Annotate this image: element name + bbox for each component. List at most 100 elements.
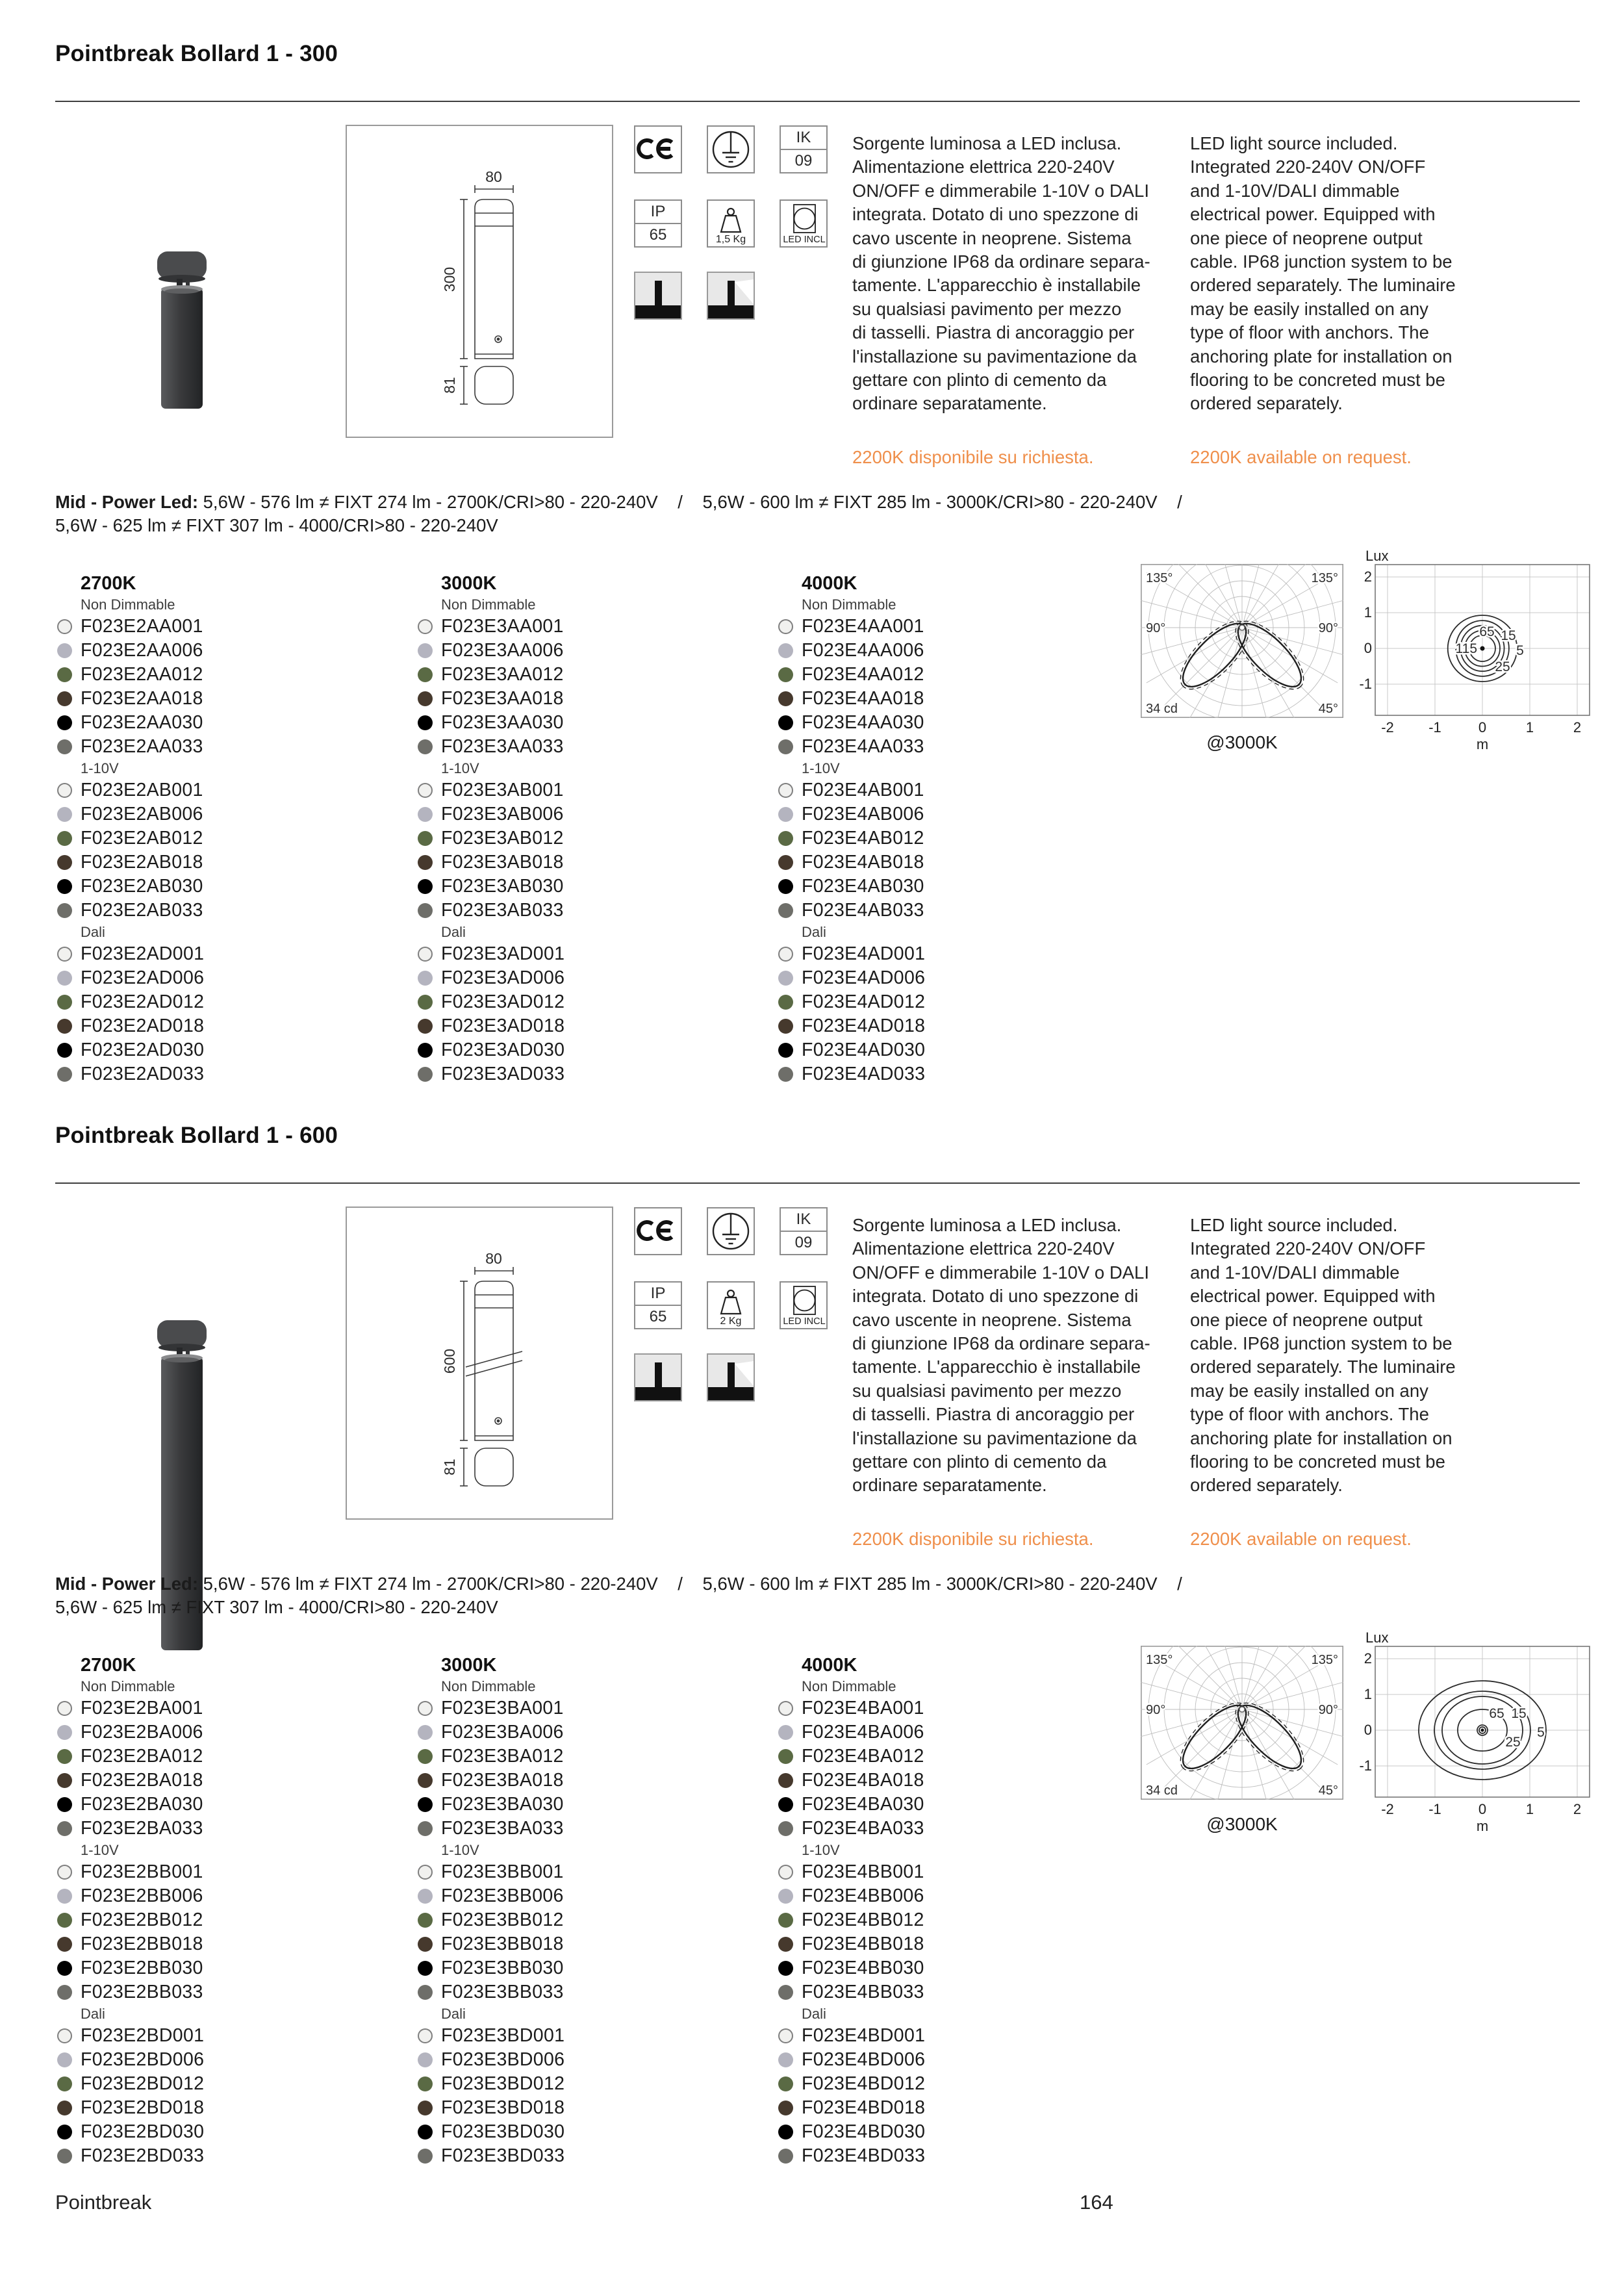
product-code-row: F023E3BD006: [418, 2048, 755, 2072]
bollard-cap: [157, 251, 207, 279]
finish-dot-anthracite: [418, 903, 433, 918]
product-code-row: F023E2AD018: [57, 1014, 395, 1038]
text-line: Alimentazione elettrica 220-240V: [852, 157, 1115, 177]
product-code-row: F023E4BB018: [778, 1932, 1116, 1956]
lux-ytick: -1: [1359, 1757, 1372, 1774]
product-code: F023E2BD006: [81, 2049, 205, 2070]
product-code: F023E3AD001: [441, 943, 565, 964]
technical-drawing: 80 600 81: [441, 1250, 523, 1487]
group-label: Non Dimmable: [441, 596, 536, 613]
product-code-row: F023E2BD012: [57, 2072, 395, 2096]
product-code: F023E2AD030: [81, 1040, 205, 1060]
text-line: may be easily installed on any: [1190, 1380, 1428, 1401]
finish-dot-black: [418, 715, 433, 730]
product-code-row: F023E4BD030: [778, 2120, 1116, 2144]
weight-icon: 1,5 Kg: [707, 199, 755, 248]
product-code: F023E4BD001: [802, 2025, 926, 2046]
product-code-row: F023E4AD030: [778, 1038, 1116, 1062]
lux-ytick: 2: [1364, 1650, 1372, 1667]
product-code: F023E4BA006: [802, 1722, 924, 1743]
group-label: Dali: [81, 2006, 105, 2022]
column-header: 4000K: [802, 1655, 857, 1676]
product-code: F023E2BD001: [81, 2025, 205, 2046]
product-code-row: F023E4BB006: [778, 1884, 1116, 1908]
lux-ytick: 1: [1364, 1686, 1372, 1702]
finish-dot-green: [57, 1913, 72, 1928]
product-code: F023E3BD006: [441, 2049, 565, 2070]
product-code: F023E3AD018: [441, 1016, 565, 1036]
finish-dot-white: [778, 1701, 793, 1716]
product-code-row: F023E2BB012: [57, 1908, 395, 1932]
product-code: F023E3AD012: [441, 991, 565, 1012]
finish-dot-green: [778, 1749, 793, 1764]
finish-dot-white: [57, 783, 72, 798]
product-code-row: F023E2AA018: [57, 687, 395, 711]
finish-dot-white: [418, 783, 433, 798]
polar-label-90-left: 90°: [1146, 1703, 1165, 1717]
product-code-row: F023E3AA033: [418, 735, 755, 759]
product-code-row: F023E3BA030: [418, 1793, 755, 1817]
product-code-row: F023E4AB012: [778, 826, 1116, 850]
product-code-row: F023E2AD030: [57, 1038, 395, 1062]
product-code: F023E3AA006: [441, 640, 564, 661]
text-line: tamente. L'apparecchio è installabile: [852, 275, 1141, 296]
polar-caption: @3000K: [1206, 1814, 1278, 1834]
ip-rating-icon: IP 65: [634, 1281, 682, 1329]
dim-base-label: 81: [441, 1459, 458, 1476]
product-code: F023E2BD012: [81, 2073, 205, 2094]
product-code: F023E3BB001: [441, 1861, 564, 1882]
note-english: 2200K available on request.: [1190, 1529, 1412, 1549]
text-line: and 1-10V/DALI dimmable: [1190, 1262, 1400, 1283]
led-label: LED INCL: [783, 1316, 825, 1327]
text-line: di giunzione IP68 da ordinare separa-: [852, 251, 1150, 272]
product-code-row: F023E2AA001: [57, 615, 395, 639]
product-code-row: F023E3AB018: [418, 850, 755, 875]
product-code-row: F023E4BB030: [778, 1956, 1116, 1980]
bollard-light-pictogram-icon: [707, 272, 755, 320]
product-code: F023E4BD033: [802, 2145, 926, 2166]
product-code: F023E4BA018: [802, 1770, 924, 1791]
product-code-row: F023E4BA012: [778, 1744, 1116, 1769]
product-code-row: F023E2AA033: [57, 735, 395, 759]
ce-icon: [634, 1207, 682, 1255]
product-code: F023E2AA018: [81, 688, 203, 709]
product-code: F023E2AB012: [81, 828, 203, 849]
section-bollard-300: Pointbreak Bollard 1 - 300 80: [0, 36, 1624, 1118]
lux-xtick: 2: [1573, 1801, 1581, 1817]
product-code-row: F023E4AA030: [778, 711, 1116, 735]
product-code: F023E3BB033: [441, 1982, 564, 2002]
finish-dot-anthracite: [418, 2149, 433, 2164]
text-line: l'installazione su pavimentazione da: [852, 346, 1137, 366]
product-code-row: F023E3BB030: [418, 1956, 755, 1980]
lux-xtick: -1: [1428, 1801, 1441, 1817]
finish-dot-green: [778, 2076, 793, 2091]
finish-dot-black: [418, 1043, 433, 1058]
dim-height-label: 600: [441, 1349, 458, 1373]
finish-dot-anthracite: [57, 1821, 72, 1836]
product-code-row: F023E2BD033: [57, 2144, 395, 2168]
product-code: F023E4BD012: [802, 2073, 926, 2094]
lux-xtick: 0: [1478, 1801, 1486, 1817]
product-code-row: F023E4BB033: [778, 1980, 1116, 2004]
product-code-row: F023E4AD012: [778, 990, 1116, 1014]
finish-dot-anthracite: [57, 739, 72, 754]
text-line: one piece of neoprene output: [1190, 1309, 1423, 1330]
product-code-row: F023E2AB033: [57, 899, 395, 923]
finish-dot-black: [57, 1043, 72, 1058]
finish-dot-white: [418, 1865, 433, 1880]
product-code-row: F023E2BA030: [57, 1793, 395, 1817]
lux-xtick: -2: [1381, 1801, 1394, 1817]
text-line: and 1-10V/DALI dimmable: [1190, 180, 1400, 201]
dim-width-label: 80: [485, 168, 502, 185]
lux-contour-label: 25: [1505, 1735, 1520, 1750]
finish-dot-brown: [778, 855, 793, 870]
note-italian: 2200K disponibile su richiesta.: [852, 447, 1094, 467]
text-line: di giunzione IP68 da ordinare separa-: [852, 1333, 1150, 1354]
group-label: 1-10V: [802, 1842, 840, 1858]
product-code: F023E3BA001: [441, 1698, 564, 1718]
text-line: ordered separately.: [1190, 1475, 1343, 1496]
text-line: type of floor with anchors. The: [1190, 1404, 1429, 1425]
product-code-row: F023E4AB006: [778, 802, 1116, 826]
finish-dot-grey: [418, 971, 433, 986]
code-column-3000k: 3000K Non Dimmable F023E3BA001 F023E3BA006 F…: [418, 1655, 755, 2168]
